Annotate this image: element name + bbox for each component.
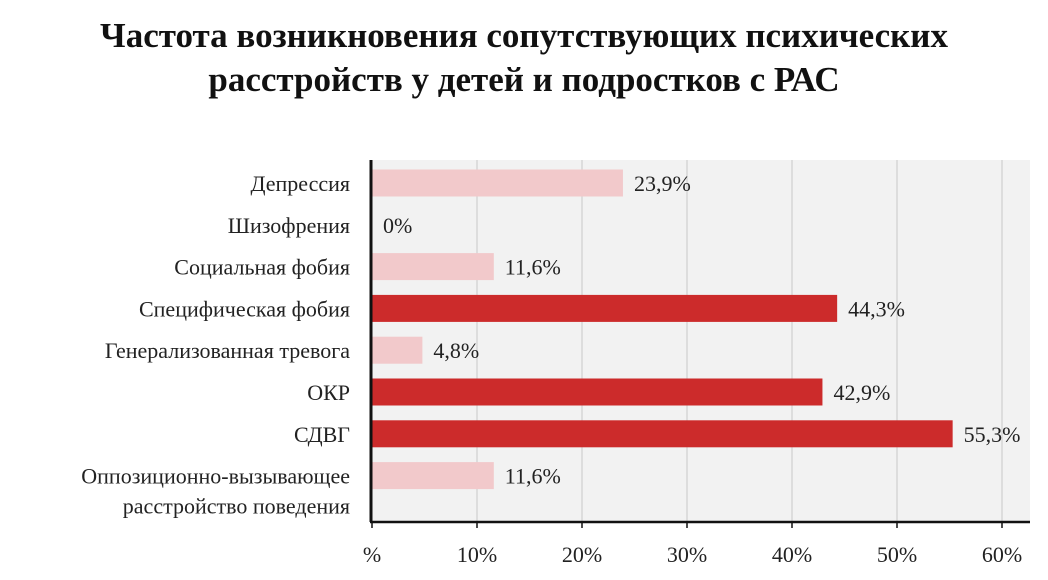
bar-3: [372, 294, 838, 322]
chart-title: Частота возникновения сопутствующих псих…: [0, 14, 1048, 102]
bar-5: [372, 378, 823, 406]
value-label-2: 11,6%: [505, 255, 561, 280]
value-label-3: 44,3%: [848, 296, 905, 321]
x-tick-label-0: %: [363, 542, 381, 567]
chart-title-line-1: Частота возникновения сопутствующих псих…: [100, 16, 948, 55]
labels: 23,9% Депрессия 0% Шизофрения 11,6% Социальна…: [81, 171, 1020, 519]
category-label-3: Специфическая фобия: [139, 296, 350, 321]
x-tick-label-60: 60%: [982, 542, 1022, 567]
axes: % 10% 20% 30% 40% 50% 60%: [363, 160, 1030, 567]
category-label-4: Генерализованная тревога: [105, 338, 350, 363]
x-tick-label-40: 40%: [772, 542, 812, 567]
category-label-7-line-1: расстройство поведения: [123, 494, 350, 519]
x-tick-label-10: 10%: [457, 542, 497, 567]
x-tick-label-20: 20%: [562, 542, 602, 567]
value-label-7: 11,6%: [505, 464, 561, 489]
value-label-4: 4,8%: [433, 338, 479, 363]
bar-2: [372, 253, 494, 281]
category-label-7-line-0: Оппозиционно-вызывающее: [81, 464, 350, 489]
category-label-0: Депрессия: [250, 171, 350, 196]
bar-4: [372, 336, 423, 364]
category-label-2: Социальная фобия: [174, 255, 350, 280]
grid-lines: [476, 160, 1003, 522]
value-label-1: 0%: [383, 213, 412, 238]
category-label-1: Шизофрения: [228, 213, 350, 238]
bar-6: [372, 420, 953, 448]
category-label-5: ОКР: [307, 380, 350, 405]
category-label-6: СДВГ: [294, 422, 350, 447]
plot-background: [371, 160, 1030, 522]
bar-0: [372, 169, 623, 197]
value-label-5: 42,9%: [833, 380, 890, 405]
x-tick-label-50: 50%: [877, 542, 917, 567]
chart-title-line-2: расстройств у детей и подростков с РАС: [208, 60, 840, 99]
bar-7: [372, 462, 494, 490]
value-label-6: 55,3%: [964, 422, 1021, 447]
value-label-0: 23,9%: [634, 171, 691, 196]
x-tick-label-30: 30%: [667, 542, 707, 567]
bars: [372, 169, 953, 490]
